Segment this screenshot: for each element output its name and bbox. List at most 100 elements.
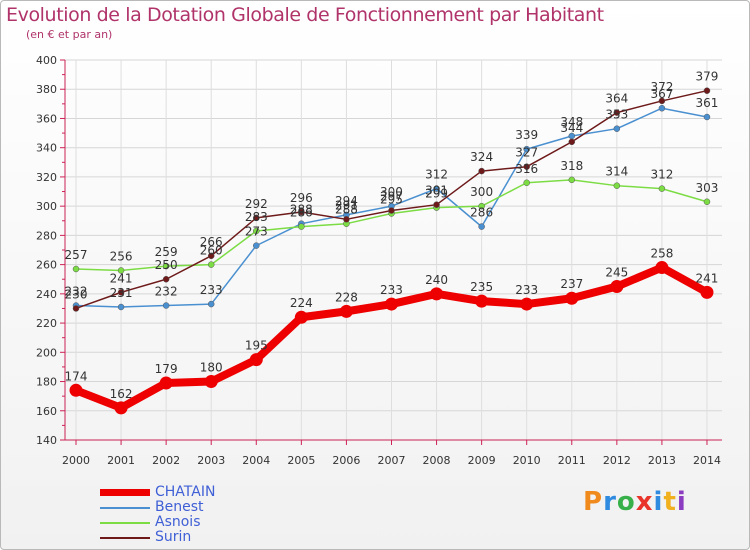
data-label-chatain: 233 <box>515 283 538 297</box>
y-tick-label: 360 <box>36 112 57 125</box>
y-tick-label: 260 <box>36 259 57 272</box>
data-label-surin: 364 <box>605 92 628 106</box>
logo-letter: o <box>616 487 636 517</box>
y-tick-label: 300 <box>36 200 57 213</box>
data-point-surin <box>298 208 305 216</box>
data-point-benest <box>162 302 170 309</box>
data-label-asnois: 288 <box>335 203 358 217</box>
data-label-benest: 367 <box>650 87 673 101</box>
x-tick-label: 2014 <box>693 454 721 467</box>
data-label-surin: 324 <box>470 150 493 164</box>
data-label-chatain: 180 <box>200 361 223 375</box>
data-point-surin <box>117 289 125 296</box>
data-point-asnois <box>253 227 260 235</box>
data-point-chatain <box>700 285 714 299</box>
data-point-asnois <box>613 182 621 189</box>
data-label-chatain: 195 <box>245 339 268 353</box>
x-tick-label: 2010 <box>513 454 541 467</box>
data-label-chatain: 235 <box>470 280 493 294</box>
data-point-benest <box>117 303 125 311</box>
data-label-asnois: 316 <box>515 162 538 176</box>
data-point-surin <box>523 163 530 170</box>
x-tick-label: 2000 <box>62 454 90 467</box>
y-tick-label: 280 <box>36 229 57 242</box>
data-point-chatain <box>430 287 444 301</box>
data-label-benest: 348 <box>560 115 583 129</box>
data-point-chatain <box>69 383 83 397</box>
data-label-asnois: 295 <box>380 192 403 206</box>
data-label-chatain: 237 <box>560 277 583 291</box>
data-label-surin: 301 <box>425 184 448 198</box>
x-tick-label: 2007 <box>377 454 405 467</box>
data-label-benest: 233 <box>200 283 223 297</box>
data-point-benest <box>523 145 530 153</box>
data-point-surin <box>568 138 576 146</box>
data-point-asnois <box>207 261 215 268</box>
data-point-surin <box>613 109 621 116</box>
data-point-asnois <box>703 198 711 206</box>
data-label-benest: 232 <box>65 285 88 299</box>
data-label-chatain: 174 <box>65 369 88 383</box>
x-tick-label: 2012 <box>603 454 631 467</box>
data-point-asnois <box>117 267 125 274</box>
data-point-surin <box>207 252 215 260</box>
y-tick-label: 400 <box>36 54 57 67</box>
data-point-chatain <box>339 304 353 318</box>
data-point-chatain <box>384 297 398 311</box>
data-label-benest: 294 <box>335 194 358 208</box>
y-tick-label: 160 <box>36 405 57 418</box>
proxiti-logo: Proxiti <box>583 487 687 517</box>
data-point-surin <box>478 167 485 175</box>
data-point-benest <box>207 300 215 308</box>
legend-label: CHATAIN <box>155 484 216 500</box>
data-label-benest: 232 <box>155 285 178 299</box>
legend-label: Asnois <box>155 514 201 530</box>
data-label-surin: 266 <box>200 235 223 249</box>
data-label-asnois: 299 <box>425 187 448 201</box>
data-point-benest <box>613 125 621 132</box>
data-label-surin: 292 <box>245 197 268 211</box>
logo-letter: i <box>676 487 687 517</box>
data-point-benest <box>253 242 260 249</box>
data-point-chatain <box>475 294 489 308</box>
y-tick-label: 220 <box>36 317 57 330</box>
data-point-chatain <box>655 261 669 275</box>
y-tick-label: 200 <box>36 346 57 359</box>
data-point-chatain <box>294 310 308 324</box>
x-tick-label: 2008 <box>423 454 451 467</box>
x-tick-label: 2013 <box>648 454 676 467</box>
data-point-chatain <box>520 297 534 311</box>
data-label-asnois: 286 <box>290 206 313 220</box>
data-point-surin <box>433 201 440 208</box>
x-tick-label: 2001 <box>107 454 135 467</box>
data-label-surin: 291 <box>335 198 358 212</box>
data-point-asnois <box>658 185 666 192</box>
data-point-benest <box>478 223 485 230</box>
data-point-asnois <box>72 265 80 273</box>
data-label-chatain: 240 <box>425 273 448 287</box>
data-point-surin <box>703 87 711 94</box>
data-point-surin <box>72 305 80 312</box>
data-point-chatain <box>114 401 128 415</box>
data-point-surin <box>343 216 350 223</box>
legend-label: Surin <box>155 529 192 545</box>
data-label-benest: 353 <box>605 108 628 122</box>
data-label-surin: 379 <box>696 70 719 84</box>
chart-subtitle: (en € et par an) <box>26 28 113 41</box>
x-tick-label: 2004 <box>242 454 270 467</box>
data-point-chatain <box>249 353 263 367</box>
data-label-surin: 296 <box>290 191 313 205</box>
data-label-chatain: 245 <box>605 266 628 280</box>
data-point-asnois <box>568 176 576 184</box>
data-point-chatain <box>204 375 218 389</box>
legend-swatch <box>100 522 150 524</box>
legend-swatch <box>100 537 150 539</box>
y-tick-label: 140 <box>36 434 57 447</box>
logo-letter: i <box>653 487 664 517</box>
data-label-benest: 300 <box>380 185 403 199</box>
legend-label: Benest <box>155 499 204 515</box>
data-label-benest: 286 <box>470 206 493 220</box>
data-label-chatain: 258 <box>650 247 673 261</box>
